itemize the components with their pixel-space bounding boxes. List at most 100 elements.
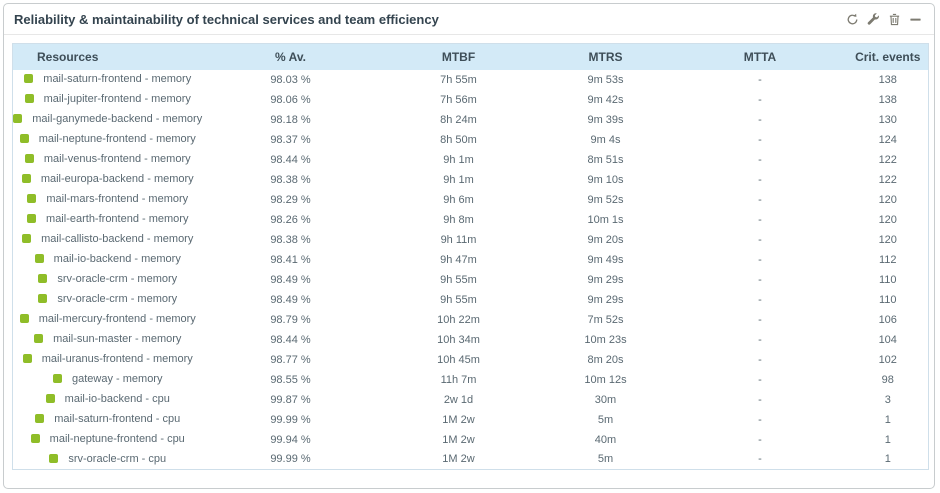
cell-mtrs: 5m [597, 453, 614, 466]
cell-resource[interactable]: mail-saturn-frontend - cpu [13, 410, 203, 430]
cell-mtta: - [758, 73, 762, 86]
cell-resource[interactable]: srv-oracle-crm - cpu [13, 450, 203, 470]
table-row[interactable]: mail-uranus-frontend - memory 98.77 % 10… [13, 350, 929, 370]
cell-resource[interactable]: mail-callisto-backend - memory [13, 230, 203, 250]
cell-crit-events: 1 [884, 433, 891, 446]
minimize-icon[interactable] [908, 12, 922, 26]
table-row[interactable]: mail-saturn-frontend - memory 98.03 % 7h… [13, 70, 929, 90]
cell-availability: 98.49 % [270, 273, 311, 286]
cell-mtta: - [758, 173, 762, 186]
status-up-indicator [22, 354, 32, 364]
cell-availability: 98.79 % [270, 313, 311, 326]
cell-mtbf: 7h 55m [440, 73, 477, 86]
resource-label: mail-venus-frontend - memory [43, 153, 191, 166]
table-row[interactable]: mail-venus-frontend - memory 98.44 % 9h … [13, 150, 929, 170]
trash-icon[interactable] [887, 12, 901, 26]
cell-resource[interactable]: mail-neptune-frontend - cpu [13, 430, 203, 450]
table-row[interactable]: srv-oracle-crm - memory 98.49 % 9h 55m 9… [13, 290, 929, 310]
status-up-indicator [49, 454, 59, 464]
table-row[interactable]: mail-mars-frontend - memory 98.29 % 9h 6… [13, 190, 929, 210]
cell-resource[interactable]: mail-saturn-frontend - memory [13, 70, 203, 90]
cell-resource[interactable]: srv-oracle-crm - memory [13, 290, 203, 310]
cell-mtbf: 9h 55m [440, 293, 477, 306]
cell-mtta: - [758, 413, 762, 426]
table-header-row: Resources % Av. MTBF MTRS MTTA Crit. eve… [12, 43, 929, 70]
cell-resource[interactable]: mail-mars-frontend - memory [13, 190, 203, 210]
table-row[interactable]: mail-europa-backend - memory 98.38 % 9h … [13, 170, 929, 190]
widget-panel: Reliability & maintainability of technic… [3, 3, 935, 489]
cell-resource[interactable]: mail-venus-frontend - memory [13, 150, 203, 170]
cell-resource[interactable]: mail-uranus-frontend - memory [13, 350, 203, 370]
cell-mtta: - [758, 233, 762, 246]
cell-crit-events: 130 [878, 113, 897, 126]
cell-resource[interactable]: mail-mercury-frontend - memory [13, 310, 203, 330]
table-row[interactable]: mail-mercury-frontend - memory 98.79 % 1… [13, 310, 929, 330]
cell-availability: 99.99 % [270, 413, 311, 426]
cell-mtbf: 1M 2w [442, 453, 475, 466]
cell-mtrs: 30m [594, 393, 617, 406]
col-header-availability: % Av. [202, 43, 379, 70]
table-row[interactable]: mail-ganymede-backend - memory 98.18 % 8… [13, 110, 929, 130]
resource-label: gateway - memory [72, 373, 163, 386]
cell-resource[interactable]: mail-io-backend - cpu [13, 390, 203, 410]
resource-label: mail-neptune-frontend - memory [38, 133, 196, 146]
cell-mtrs: 9m 4s [590, 133, 621, 146]
cell-crit-events: 102 [878, 353, 897, 366]
table-row[interactable]: mail-sun-master - memory 98.44 % 10h 34m… [13, 330, 929, 350]
status-up-indicator [24, 74, 34, 84]
cell-availability: 98.18 % [270, 113, 311, 126]
refresh-icon[interactable] [845, 12, 859, 26]
cell-availability: 98.41 % [270, 253, 311, 266]
cell-resource[interactable]: mail-sun-master - memory [13, 330, 203, 350]
table-row[interactable]: srv-oracle-crm - cpu 99.99 % 1M 2w 5m - … [13, 450, 929, 470]
cell-crit-events: 120 [878, 233, 897, 246]
cell-crit-events: 104 [878, 333, 897, 346]
status-up-indicator [22, 234, 32, 244]
table-row[interactable]: mail-io-backend - cpu 99.87 % 2w 1d 30m … [13, 390, 929, 410]
cell-availability: 98.37 % [270, 133, 311, 146]
cell-mtbf: 10h 45m [437, 353, 480, 366]
cell-resource[interactable]: mail-neptune-frontend - memory [13, 130, 203, 150]
cell-mtbf: 9h 55m [440, 273, 477, 286]
cell-availability: 99.87 % [270, 393, 311, 406]
table-row[interactable]: srv-oracle-crm - memory 98.49 % 9h 55m 9… [13, 270, 929, 290]
cell-mtrs: 9m 29s [587, 273, 624, 286]
wrench-icon[interactable] [866, 12, 880, 26]
widget-toolbar [845, 12, 922, 26]
cell-mtbf: 7h 56m [440, 93, 477, 106]
status-up-indicator [45, 394, 55, 404]
cell-crit-events: 1 [884, 413, 891, 426]
status-up-indicator [34, 254, 44, 264]
cell-mtrs: 9m 42s [587, 93, 624, 106]
table-row[interactable]: mail-callisto-backend - memory 98.38 % 9… [13, 230, 929, 250]
cell-resource[interactable]: mail-io-backend - memory [13, 250, 203, 270]
cell-mtta: - [758, 453, 762, 466]
cell-resource[interactable]: mail-jupiter-frontend - memory [13, 90, 203, 110]
cell-availability: 98.06 % [270, 93, 311, 106]
table-row[interactable]: mail-neptune-frontend - memory 98.37 % 8… [13, 130, 929, 150]
status-up-indicator [27, 194, 37, 204]
cell-resource[interactable]: mail-europa-backend - memory [13, 170, 203, 190]
cell-resource[interactable]: srv-oracle-crm - memory [13, 270, 203, 290]
cell-resource[interactable]: gateway - memory [13, 370, 203, 390]
cell-mtrs: 9m 29s [587, 293, 624, 306]
table-row[interactable]: mail-saturn-frontend - cpu 99.99 % 1M 2w… [13, 410, 929, 430]
table-row[interactable]: mail-earth-frontend - memory 98.26 % 9h … [13, 210, 929, 230]
cell-resource[interactable]: mail-ganymede-backend - memory [13, 110, 203, 130]
cell-resource[interactable]: mail-earth-frontend - memory [13, 210, 203, 230]
cell-availability: 98.38 % [270, 173, 311, 186]
resource-label: srv-oracle-crm - memory [57, 293, 178, 306]
resource-label: mail-ganymede-backend - memory [32, 113, 203, 126]
resource-label: mail-uranus-frontend - memory [41, 353, 193, 366]
table-row[interactable]: mail-io-backend - memory 98.41 % 9h 47m … [13, 250, 929, 270]
table-row[interactable]: mail-jupiter-frontend - memory 98.06 % 7… [13, 90, 929, 110]
resource-label: mail-callisto-backend - memory [41, 233, 194, 246]
cell-mtrs: 40m [594, 433, 617, 446]
table-row[interactable]: gateway - memory 98.55 % 11h 7m 10m 12s … [13, 370, 929, 390]
cell-availability: 98.29 % [270, 193, 311, 206]
resource-label: mail-saturn-frontend - memory [43, 73, 192, 86]
table-row[interactable]: mail-neptune-frontend - cpu 99.94 % 1M 2… [13, 430, 929, 450]
status-up-indicator [24, 94, 34, 104]
cell-mtta: - [758, 313, 762, 326]
cell-mtta: - [758, 153, 762, 166]
